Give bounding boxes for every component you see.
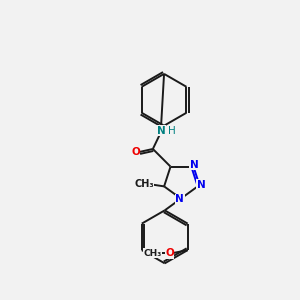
Text: CH₃: CH₃ [143,249,161,258]
Text: N: N [197,180,206,190]
Text: N: N [176,194,184,204]
Text: H: H [168,126,176,136]
Text: O: O [131,147,140,157]
Text: N: N [157,126,166,136]
Text: O: O [165,248,174,258]
Text: N: N [190,160,199,170]
Text: CH₃: CH₃ [134,179,154,189]
